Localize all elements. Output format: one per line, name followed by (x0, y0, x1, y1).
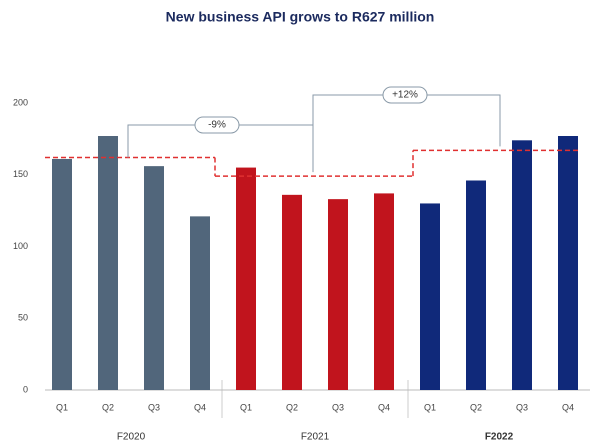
bar (466, 180, 486, 390)
annotation-box (382, 86, 428, 104)
x-tick-label: Q3 (148, 402, 160, 412)
bar (190, 216, 210, 390)
group-label: F2022 (485, 432, 514, 443)
y-tick-label: 0 (23, 384, 28, 394)
bar (282, 194, 302, 390)
y-tick-label: 150 (13, 169, 28, 179)
y-tick-label: 50 (18, 313, 28, 323)
x-tick-label: Q1 (240, 402, 252, 412)
annotation-box (194, 116, 240, 134)
x-tick-label: Q4 (378, 402, 390, 412)
y-tick-label: 200 (13, 97, 28, 107)
group-label: F2020 (117, 432, 146, 443)
bar (374, 193, 394, 390)
group-label: F2021 (301, 432, 330, 443)
y-tick-label: 100 (13, 241, 28, 251)
bar (328, 199, 348, 390)
x-tick-label: Q2 (470, 402, 482, 412)
bar (52, 158, 72, 390)
x-tick-label: Q2 (102, 402, 114, 412)
annotation: -9% (208, 120, 226, 131)
x-tick-label: Q3 (332, 402, 344, 412)
bar (144, 166, 164, 390)
bar (236, 167, 256, 390)
x-tick-label: Q1 (56, 402, 68, 412)
annotation: +12% (392, 90, 418, 101)
chart-title: New business API grows to R627 million (166, 9, 435, 25)
bar (420, 203, 440, 390)
bar (512, 140, 532, 390)
x-tick-label: Q3 (516, 402, 528, 412)
x-tick-label: Q1 (424, 402, 436, 412)
x-tick-label: Q4 (562, 402, 574, 412)
bar (98, 136, 118, 390)
bar (558, 136, 578, 390)
x-tick-label: Q4 (194, 402, 206, 412)
x-tick-label: Q2 (286, 402, 298, 412)
